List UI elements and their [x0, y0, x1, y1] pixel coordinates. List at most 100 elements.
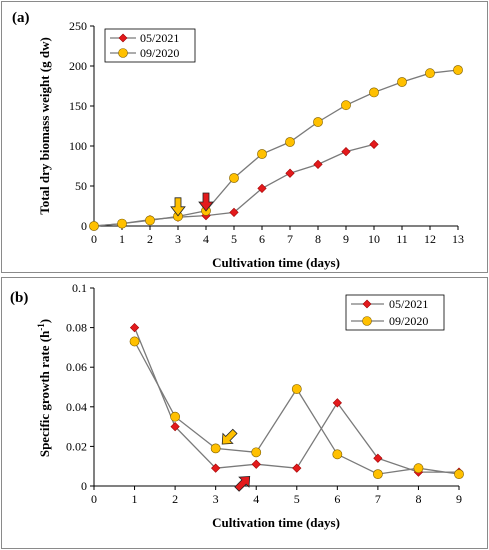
- arrow-icon: [234, 475, 251, 492]
- panel-b-x-tick-label: 2: [172, 492, 178, 506]
- panel-b-point-circle: [413, 463, 424, 474]
- arrow-icon: [198, 192, 214, 212]
- panel-a-point-diamond: [285, 168, 295, 178]
- panel-a-x-tick-label: 8: [315, 232, 321, 246]
- panel-b-y-axis-label-tail: ): [37, 319, 52, 323]
- panel-b-x-axis-label: Cultivation time (days): [212, 515, 340, 530]
- panel-a-point-circle: [89, 221, 99, 231]
- panel-a-point-circle: [453, 65, 463, 75]
- panel-a-x-tick-label: 1: [119, 232, 125, 246]
- panel-a-point-diamond: [369, 139, 379, 150]
- panel-a-x-tick-label: 13: [452, 232, 464, 246]
- panel-b-x-tick-label: 4: [253, 492, 259, 506]
- panel-b-point-circle: [332, 449, 343, 460]
- panel-a-x-tick-label: 11: [396, 232, 408, 246]
- panel-a-point-circle: [285, 137, 295, 147]
- panel-b-annotations: [221, 428, 251, 492]
- panel-b-series: [129, 322, 464, 480]
- panel-a-point-circle: [425, 68, 435, 79]
- panel-a-x-axis-label: Cultivation time (days): [212, 255, 340, 270]
- panel-a-y-tick-label: 50: [75, 179, 87, 193]
- panel-a-legend-label-1: 05/2021: [140, 31, 179, 45]
- panel-a-point-circle: [369, 87, 379, 98]
- panel-a-x-tick-label: 2: [147, 232, 153, 246]
- panel-a-point-diamond: [257, 183, 267, 194]
- panel-a-x-tick-label: 4: [203, 232, 209, 246]
- panel-a-point-circle: [229, 173, 239, 183]
- panel-a-x-tick-label: 5: [231, 232, 237, 246]
- panel-b-x-tick-label: 7: [375, 492, 381, 506]
- panel-b-label: (b): [10, 290, 28, 306]
- panel-a-y-tick-label: 150: [69, 99, 87, 113]
- panel-a-x-tick-labels: 0 1 2 3 4 5 6 7 8 9 10 11 12 13: [91, 232, 464, 246]
- panel-a-x-tick-label: 7: [287, 232, 293, 246]
- panel-a-x-tick-label: 9: [343, 232, 349, 246]
- panel-a-point-diamond: [229, 207, 239, 218]
- panel-b-x-tick-label: 8: [415, 492, 421, 506]
- panel-b-legend: 05/2021 09/2020: [345, 294, 445, 331]
- panel-a-series: [89, 65, 463, 231]
- panel-b-x-tick-label: 0: [91, 492, 97, 506]
- panel-b-point-circle: [372, 469, 383, 480]
- panel-b-x-ticks: [93, 486, 460, 490]
- panel-b-y-tick-label: 0.04: [66, 400, 87, 414]
- panel-b-point-circle: [251, 447, 262, 458]
- panel-a-y-tick-labels: 0 50 100 150 200 250: [69, 19, 87, 233]
- panel-b-y-axis-label-superscript: -1: [36, 323, 46, 331]
- panel-b-x-tick-label: 3: [213, 492, 219, 506]
- panel-b-legend-marker-2: [362, 316, 372, 326]
- panel-b-point-diamond: [129, 322, 140, 333]
- panel-b-x-tick-labels: 0 1 2 3 4 5 6 7 8 9: [91, 492, 462, 506]
- panel-b-point-circle: [170, 411, 181, 422]
- panel-b-y-tick-label: 0.08: [66, 321, 87, 335]
- panel-b-point-diamond: [373, 453, 383, 463]
- panel-b-y-tick-label: 0: [81, 479, 87, 493]
- arrow-icon: [170, 197, 186, 217]
- panel-b-y-axis-label-main: Specific growth rate (h: [37, 330, 52, 457]
- panel-a-legend-label-2: 09/2020: [140, 46, 179, 60]
- panel-a-point-diamond: [313, 159, 323, 170]
- panel-b-y-tick-label: 0.06: [66, 360, 87, 374]
- panel-b: (b) 0 0.02 0.04 0.06 0.08 0.1 0 1 2 3 4 5 6 7 8 9 Cult…: [1, 277, 488, 549]
- panel-a-frame: [1, 1, 488, 273]
- panel-a-point-circle: [145, 215, 155, 226]
- panel-a-y-tick-label: 0: [81, 219, 87, 233]
- panel-b-legend-marker-1: [362, 299, 372, 309]
- panel-b-point-circle: [291, 384, 302, 394]
- panel-b-point-diamond: [170, 421, 180, 432]
- panel-b-y-axis-label: Specific growth rate (h-1): [36, 319, 52, 457]
- panel-b-y-tick-label: 0.1: [72, 281, 87, 295]
- panel-b-x-tick-label: 9: [456, 492, 462, 506]
- panel-a-x-tick-label: 10: [368, 232, 380, 246]
- panel-a-y-tick-label: 200: [69, 59, 87, 73]
- panel-a-legend: 05/2021 09/2020: [104, 28, 196, 63]
- panel-a-point-circle: [397, 77, 407, 87]
- panel-b-point-circle: [454, 469, 464, 480]
- panel-b-point-circle: [129, 336, 140, 347]
- panel-b-y-tick-labels: 0 0.02 0.04 0.06 0.08 0.1: [66, 281, 87, 493]
- panel-b-point-diamond: [211, 463, 221, 473]
- panel-b-x-tick-label: 6: [334, 492, 340, 506]
- panel-a-x-tick-label: 12: [424, 232, 436, 246]
- panel-a-x-tick-label: 0: [91, 232, 97, 246]
- panel-a-point-circle: [313, 117, 323, 127]
- panel-b-point-diamond: [332, 398, 342, 408]
- panel-a-point-circle: [117, 218, 127, 229]
- panel-b-x-tick-label: 5: [294, 492, 300, 506]
- panel-a-legend-marker-2: [118, 48, 128, 58]
- panel-a-label: (a): [12, 10, 30, 26]
- panel-a-y-tick-label: 100: [69, 139, 87, 153]
- panel-b-point-circle: [210, 443, 221, 454]
- panel-a-point-circle: [341, 100, 351, 111]
- panel-b-legend-label-1: 05/2021: [389, 297, 428, 311]
- panel-a-legend-marker-1: [118, 33, 128, 43]
- panel-a-point-circle: [257, 149, 267, 159]
- panel-b-legend-box: [345, 294, 445, 331]
- panel-a-annotations: [170, 192, 214, 217]
- panel-a-y-tick-label: 250: [69, 19, 87, 33]
- panel-b-x-tick-label: 1: [132, 492, 138, 506]
- panel-a-y-axis-label: Total dry biomass weight (g dw): [37, 37, 52, 215]
- panel-b-y-ticks: [90, 287, 94, 487]
